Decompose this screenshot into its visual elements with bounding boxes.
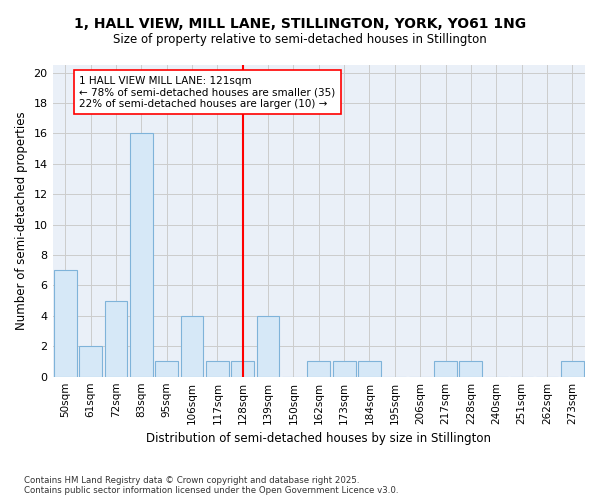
Text: Contains HM Land Registry data © Crown copyright and database right 2025.
Contai: Contains HM Land Registry data © Crown c… xyxy=(24,476,398,495)
Bar xyxy=(333,362,356,376)
Bar xyxy=(561,362,584,376)
Y-axis label: Number of semi-detached properties: Number of semi-detached properties xyxy=(15,112,28,330)
Bar xyxy=(257,316,280,376)
Bar xyxy=(206,362,229,376)
Text: 1 HALL VIEW MILL LANE: 121sqm
← 78% of semi-detached houses are smaller (35)
22%: 1 HALL VIEW MILL LANE: 121sqm ← 78% of s… xyxy=(79,76,335,109)
X-axis label: Distribution of semi-detached houses by size in Stillington: Distribution of semi-detached houses by … xyxy=(146,432,491,445)
Bar xyxy=(155,362,178,376)
Bar xyxy=(54,270,77,376)
Bar xyxy=(307,362,330,376)
Bar xyxy=(104,300,127,376)
Bar xyxy=(231,362,254,376)
Bar xyxy=(181,316,203,376)
Bar xyxy=(79,346,102,376)
Bar xyxy=(358,362,381,376)
Bar xyxy=(460,362,482,376)
Text: 1, HALL VIEW, MILL LANE, STILLINGTON, YORK, YO61 1NG: 1, HALL VIEW, MILL LANE, STILLINGTON, YO… xyxy=(74,18,526,32)
Bar xyxy=(130,134,152,376)
Bar xyxy=(434,362,457,376)
Text: Size of property relative to semi-detached houses in Stillington: Size of property relative to semi-detach… xyxy=(113,32,487,46)
